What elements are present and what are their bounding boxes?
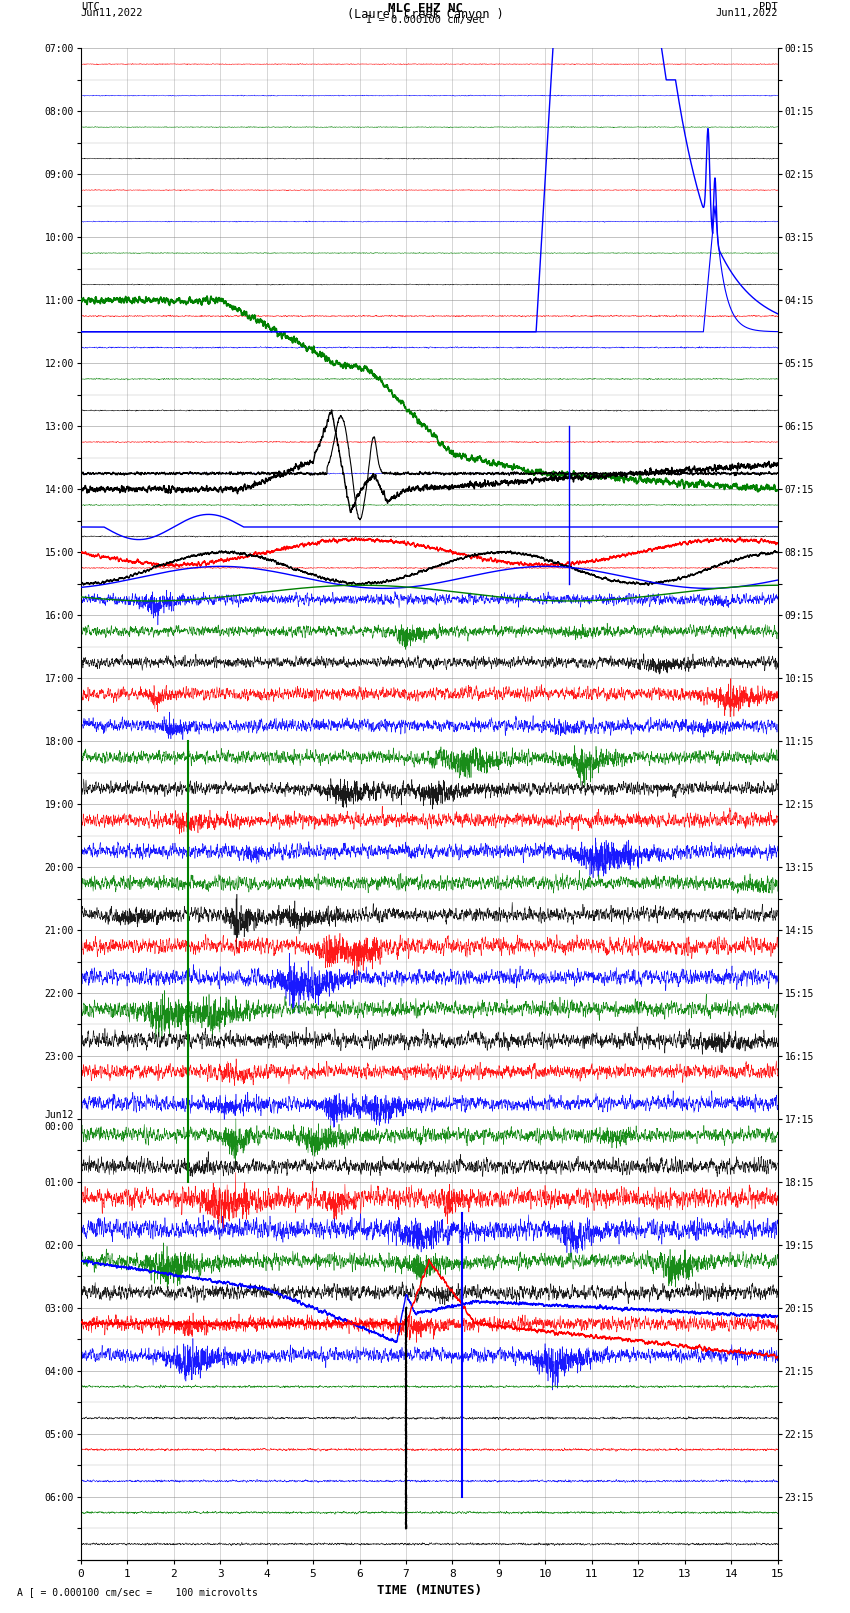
Text: (Laurel Creek Canyon ): (Laurel Creek Canyon ) [347,8,503,21]
X-axis label: TIME (MINUTES): TIME (MINUTES) [377,1584,482,1597]
Text: Jun11,2022: Jun11,2022 [715,8,778,18]
Text: MLC EHZ NC: MLC EHZ NC [388,3,462,16]
Text: PDT: PDT [759,3,778,13]
Text: UTC: UTC [81,3,99,13]
Text: A [ = 0.000100 cm/sec =    100 microvolts: A [ = 0.000100 cm/sec = 100 microvolts [17,1587,258,1597]
Text: Jun11,2022: Jun11,2022 [81,8,144,18]
Text: I = 0.000100 cm/sec: I = 0.000100 cm/sec [366,15,484,24]
